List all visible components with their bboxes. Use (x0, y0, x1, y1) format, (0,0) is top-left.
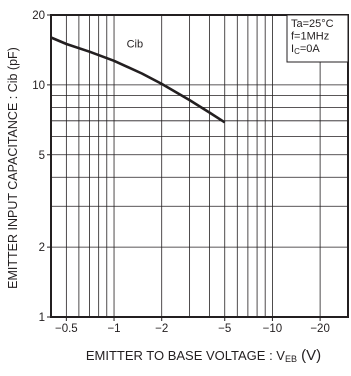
grid-layer (51, 15, 348, 317)
y-tick-label: 2 (39, 242, 45, 254)
y-tick-label: 1 (39, 312, 45, 324)
legend-box: Ta=25°C f=1MHz IC=0A (286, 14, 349, 63)
x-tick-label: −2 (155, 323, 168, 335)
x-tick-label: −5 (218, 323, 231, 335)
y-axis-title: EMITTER INPUT CAPACITANCE : Cib (pF) (6, 47, 20, 289)
x-tick-label: −20 (310, 323, 330, 335)
legend-line-frequency: f=1MHz (291, 31, 329, 43)
x-axis-title: EMITTER TO BASE VOLTAGE : VEB (V) (86, 347, 321, 364)
x-tick-label: −1 (107, 323, 120, 335)
y-tick-label: 20 (32, 10, 45, 22)
tick-layer: −0.5 −1 −2 −5 −10 −20 1 2 5 10 20 (32, 10, 330, 335)
x-tick-label: −10 (263, 323, 283, 335)
legend-frame (286, 14, 349, 63)
series-line-cib (50, 36, 226, 124)
series-label-cib: Cib (127, 38, 144, 50)
series-layer (50, 36, 226, 124)
y-tick-label: 10 (32, 80, 45, 92)
x-tick-label: −0.5 (55, 323, 78, 335)
legend-line-temperature: Ta=25°C (291, 18, 334, 30)
y-tick-label: 5 (39, 150, 45, 162)
legend-line-collector-current: IC=0A (291, 43, 320, 56)
plot-frame (50, 14, 349, 318)
